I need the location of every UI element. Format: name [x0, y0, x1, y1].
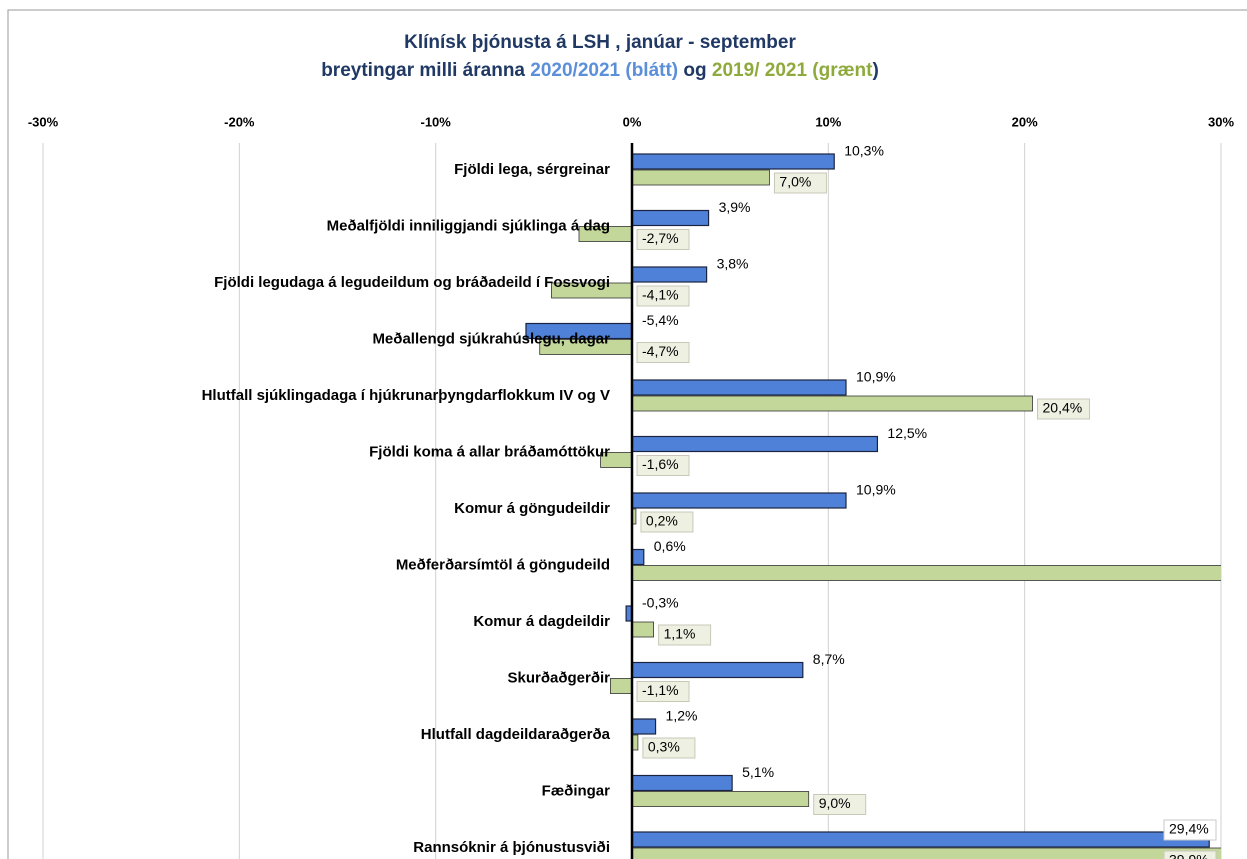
label-box: [636, 342, 690, 363]
label-box: [636, 285, 690, 307]
value-label: -1,6%: [642, 456, 679, 472]
value-label: 12,5%: [887, 425, 927, 441]
value-label: 1,1%: [664, 626, 696, 642]
bar: [631, 548, 645, 566]
value-label: 0,3%: [648, 739, 680, 755]
bar: [631, 565, 1221, 581]
value-label: 3,8%: [717, 256, 749, 272]
bar: [631, 718, 657, 735]
x-tick-label: 20%: [1012, 114, 1038, 129]
bar: [631, 621, 654, 638]
plot: [525, 153, 1221, 859]
x-tick-label: 30%: [1208, 114, 1234, 129]
label-box: [1163, 850, 1217, 859]
title-part: ): [872, 60, 878, 81]
bar: [610, 678, 633, 694]
value-label: -5,4%: [642, 312, 679, 328]
category-label: Fjöldi koma á allar bráðamóttökur: [369, 443, 610, 460]
bar: [631, 791, 810, 807]
value-label: 29,4%: [1169, 821, 1209, 837]
title-part: 2020/2021 (blátt): [530, 60, 678, 81]
value-label: 10,9%: [856, 369, 896, 385]
x-tick-label: -10%: [420, 114, 451, 129]
bar: [631, 266, 708, 283]
value-label: -2,7%: [642, 230, 679, 246]
label-box: [1163, 819, 1217, 841]
label-box: [640, 511, 694, 533]
x-tick-label: 10%: [815, 114, 841, 129]
value-label: 9,0%: [819, 795, 851, 811]
bar: [631, 209, 710, 227]
value-label: -4,7%: [642, 343, 679, 359]
value-label: 0,6%: [654, 538, 686, 554]
x-tick-label: -30%: [28, 114, 59, 129]
bar: [631, 379, 847, 396]
value-label: -0,3%: [642, 595, 679, 611]
value-label: -1,1%: [642, 682, 679, 698]
chart-frame: [7, 9, 1247, 859]
label-box: [642, 737, 696, 759]
bar: [631, 395, 1033, 412]
bar: [631, 169, 770, 186]
label-box: [636, 681, 690, 702]
category-label: Komur á göngudeildir: [454, 500, 610, 517]
value-label: 8,7%: [813, 651, 845, 667]
value-label: 0,2%: [646, 513, 678, 529]
bar: [631, 435, 879, 453]
x-tick-label: -20%: [224, 114, 255, 129]
category-label: Meðallengd sjúkrahúslegu, dagar: [372, 330, 610, 347]
bar: [631, 492, 847, 509]
value-label: -4,1%: [642, 287, 679, 303]
category-label: Meðferðarsímtöl á göngudeild: [396, 556, 610, 573]
bar: [631, 847, 1221, 859]
value-label: 10,9%: [856, 482, 896, 498]
category-label: Skurðaðgerðir: [507, 669, 610, 686]
value-label: 39,9%: [1169, 852, 1209, 859]
title-part: 2019/ 2021 (grænt: [712, 60, 873, 81]
value-label: 10,3%: [844, 143, 884, 159]
label-box: [658, 624, 712, 646]
category-label: Fjöldi lega, sérgreinar: [454, 161, 610, 178]
category-label: Hlutfall dagdeildaraðgerða: [421, 726, 611, 743]
value-label: 5,1%: [742, 764, 774, 780]
title-line1: Klínísk þjónusta á LSH , janúar - septem…: [404, 32, 796, 53]
bar: [631, 153, 835, 170]
title-part: breytingar milli áranna: [321, 60, 530, 81]
value-label: 20,4%: [1043, 400, 1083, 416]
label-box: [636, 229, 690, 250]
label-box: [813, 794, 867, 815]
title-line2: breytingar milli áranna 2020/2021 (blátt…: [321, 60, 879, 81]
category-label: Meðalfjöldi inniliggjandi sjúklinga á da…: [327, 217, 610, 234]
category-label: Rannsóknir á þjónustusviði: [413, 839, 610, 856]
value-label: 7,0%: [779, 174, 811, 190]
bar: [631, 661, 804, 679]
x-tick-label: 0%: [623, 114, 642, 129]
category-label: Hlutfall sjúklingadaga í hjúkrunarþyngda…: [202, 387, 610, 404]
value-label: 1,2%: [666, 708, 698, 724]
label-box: [773, 172, 827, 194]
category-label: Fæðingar: [542, 782, 610, 799]
label-box: [1037, 398, 1091, 420]
title-part: og: [678, 60, 712, 81]
category-label: Fjöldi legudaga á legudeildum og bráðade…: [214, 274, 610, 291]
bar: [631, 774, 733, 792]
value-label: 3,9%: [719, 199, 751, 215]
label-box: [636, 455, 690, 476]
bar: [631, 831, 1210, 848]
category-label: Komur á dagdeildir: [473, 613, 610, 630]
